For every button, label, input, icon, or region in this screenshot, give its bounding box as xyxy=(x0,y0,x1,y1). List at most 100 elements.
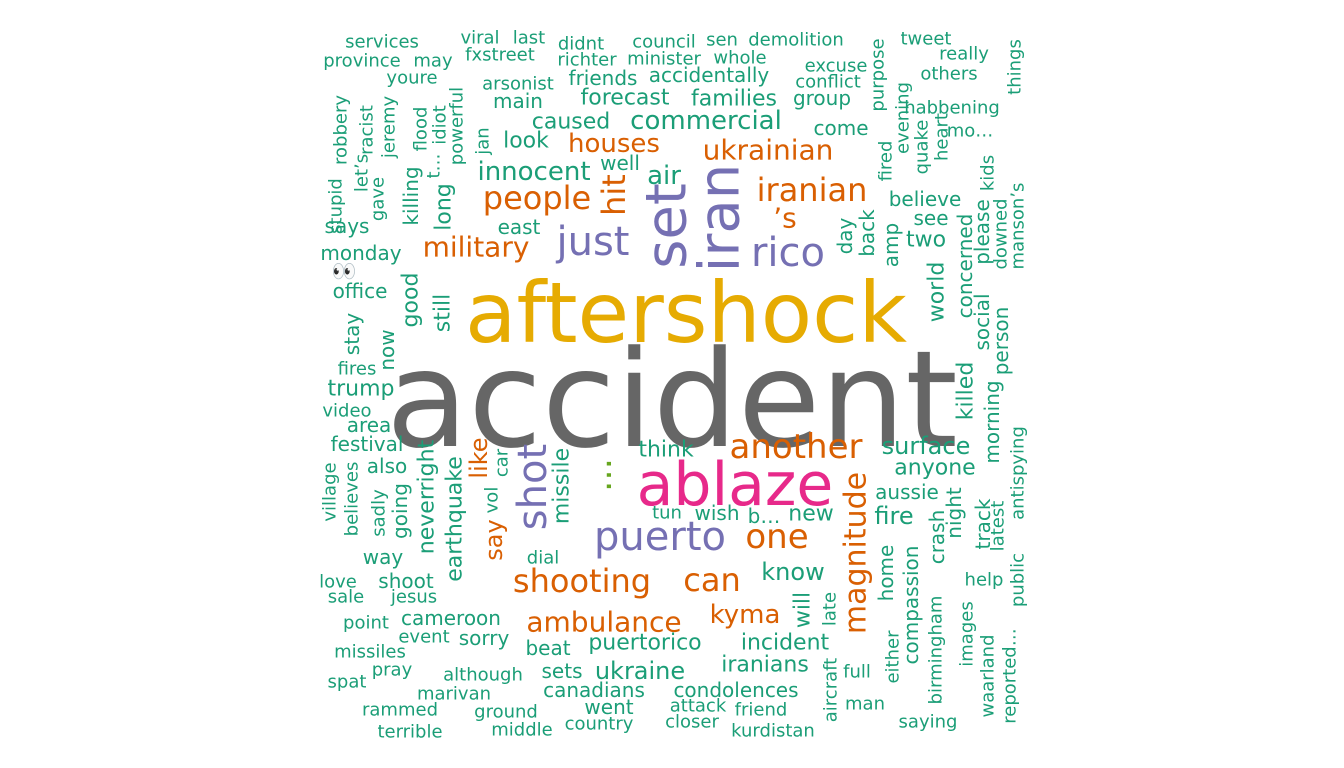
word-office: office xyxy=(333,279,388,303)
word-fire: fire xyxy=(874,502,913,530)
word-ablaze: ablaze xyxy=(637,450,834,520)
word-video: video xyxy=(322,401,371,422)
word-sorry: sorry xyxy=(459,626,510,650)
word-pray: pray xyxy=(372,660,413,681)
word-last: last xyxy=(513,28,545,49)
word-well: well xyxy=(600,151,640,175)
word-iran: iran xyxy=(688,164,753,272)
word-saying: saying xyxy=(899,712,958,733)
word-demolition: demolition xyxy=(748,30,844,51)
word-attack: attack xyxy=(670,696,727,717)
word-gave: gave xyxy=(368,177,389,221)
word-like: like xyxy=(465,437,493,478)
word-night: night xyxy=(942,487,966,539)
word-believes: believes xyxy=(342,462,363,537)
word-images: images xyxy=(957,601,978,666)
word-fired: fired xyxy=(876,141,897,182)
word-jeremy: jeremy xyxy=(379,95,400,159)
word-arsonist: arsonist xyxy=(482,74,554,95)
word-innocent: innocent xyxy=(477,157,590,187)
word-accident: accident xyxy=(386,322,958,478)
word-says: says xyxy=(325,214,370,238)
word-cameroon: cameroon xyxy=(401,606,501,630)
word-commercial: commercial xyxy=(630,106,782,136)
word-set: set xyxy=(635,183,700,269)
word-things: things xyxy=(1005,39,1026,95)
word-birmingham: birmingham xyxy=(926,596,947,705)
word-puertorico: puertorico xyxy=(588,631,701,656)
word-went: went xyxy=(584,695,633,719)
word-youre: youre xyxy=(386,68,437,89)
word-iranians: iranians xyxy=(721,653,809,678)
word-services: services xyxy=(345,32,419,53)
word-look: look xyxy=(503,129,549,154)
word-quake: quake xyxy=(912,120,933,175)
word-magnitude: magnitude xyxy=(839,472,874,634)
word-please: please xyxy=(970,199,994,265)
word-two: two xyxy=(906,228,946,253)
word-stupid: stupid xyxy=(326,178,347,234)
word-crash: crash xyxy=(925,510,949,565)
word-sale: sale xyxy=(328,587,364,608)
word-symbol: 👀 xyxy=(332,259,357,283)
word-will: will xyxy=(791,592,816,628)
word-forecast: forecast xyxy=(581,86,670,111)
word-day: day xyxy=(833,217,857,254)
word-richter: richter xyxy=(557,50,617,71)
word-track: track xyxy=(971,498,995,549)
word-families: families xyxy=(691,87,777,112)
word-point: point xyxy=(343,613,389,634)
word-excuse: excuse xyxy=(805,56,868,77)
word-area: area xyxy=(347,413,392,437)
word-surface: surface xyxy=(882,432,971,460)
word-people: people xyxy=(483,179,591,217)
word-country: country xyxy=(565,714,634,735)
word-whole: whole xyxy=(713,48,766,69)
word-killing: killing xyxy=(399,166,423,225)
word-really: really xyxy=(939,44,989,65)
word-latest: latest xyxy=(988,501,1009,552)
word-compassion: compassion xyxy=(899,546,923,665)
word-love: love xyxy=(319,572,357,593)
word-shot: shot xyxy=(510,444,556,530)
word-mo: mo… xyxy=(947,121,994,142)
word-concerned: concerned xyxy=(953,214,977,319)
word-marivan: marivan xyxy=(417,684,491,705)
word-earthquake: earthquake xyxy=(443,456,468,582)
word-can: can xyxy=(683,561,740,599)
word-hit: hit xyxy=(595,174,633,216)
word-festival: festival xyxy=(331,432,404,456)
word-jan: jan xyxy=(473,127,494,155)
word-home: home xyxy=(874,545,898,602)
word-beat: beat xyxy=(525,636,570,660)
word-late: late xyxy=(820,592,841,626)
word-b: b… xyxy=(748,504,781,528)
word-back: back xyxy=(855,209,879,257)
word-anyone: anyone xyxy=(894,456,975,481)
word-heart: heart xyxy=(932,113,953,161)
word-puerto: puerto xyxy=(594,514,726,560)
word-kyma: kyma xyxy=(710,600,781,630)
word-believe: believe xyxy=(889,187,962,211)
word-also: also xyxy=(367,454,407,478)
word-idiot: idiot xyxy=(430,105,451,145)
word-village: village xyxy=(320,462,341,521)
word-help: help xyxy=(965,570,1004,591)
word-think: think xyxy=(638,438,694,463)
word-robbery: robbery xyxy=(331,95,352,165)
word-although: although xyxy=(443,665,523,686)
word-minister: minister xyxy=(627,49,701,70)
word-friend: friend xyxy=(735,700,788,721)
word-others: others xyxy=(920,64,977,85)
word-racist: racist xyxy=(357,105,378,155)
word-missile: missile xyxy=(550,448,575,524)
word-middle: middle xyxy=(491,720,552,741)
word-world: world xyxy=(925,262,950,323)
word-condolences: condolences xyxy=(673,678,798,702)
word-vol: vol xyxy=(482,487,503,514)
word-accidentally: accidentally xyxy=(649,63,770,87)
word-ukrainian: ukrainian xyxy=(703,134,834,167)
word-killed: killed xyxy=(954,362,979,421)
word-just: just xyxy=(556,219,630,265)
